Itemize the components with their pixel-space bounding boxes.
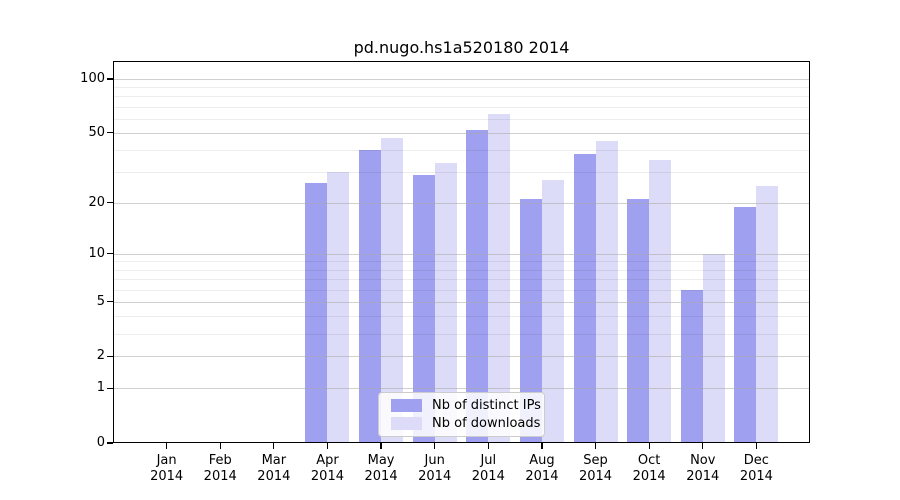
- x-tick-label: Apr 2014: [310, 453, 344, 484]
- x-tick-label: Sep 2014: [578, 453, 613, 484]
- x-tick-label: Nov 2014: [686, 453, 720, 484]
- y-tick-mark: [107, 253, 113, 255]
- x-tick-mark: [326, 443, 329, 449]
- gridline-major: [114, 356, 809, 358]
- y-tick-label: 2: [96, 348, 105, 364]
- x-tick-mark: [219, 443, 221, 449]
- y-tick-mark: [107, 202, 113, 204]
- bar-downloads-apr: [327, 172, 350, 443]
- y-tick-label: 10: [88, 245, 105, 261]
- y-tick-mark: [107, 442, 113, 444]
- gridline-major: [114, 253, 809, 255]
- legend-item-downloads: Nb of downloads: [379, 416, 544, 431]
- gridline-minor: [114, 96, 809, 98]
- chart-title: pd.nugo.hs1a520180 2014: [353, 38, 570, 57]
- y-tick-mark: [107, 301, 113, 303]
- y-tick-mark: [107, 132, 113, 134]
- x-tick-mark: [702, 443, 704, 449]
- legend-label-downloads: Nb of downloads: [432, 416, 541, 431]
- gridline-minor: [114, 172, 809, 174]
- x-tick-mark: [648, 443, 650, 449]
- x-tick-mark: [487, 443, 489, 449]
- x-tick-label: Jul 2014: [471, 453, 505, 484]
- x-tick-label: Oct 2014: [632, 453, 666, 484]
- gridline-minor: [114, 87, 809, 89]
- gridline-minor: [114, 150, 809, 152]
- gridline-minor: [114, 289, 809, 291]
- gridline-minor: [114, 333, 809, 335]
- legend: Nb of distinct IPs Nb of downloads: [378, 392, 545, 437]
- y-tick-mark: [107, 387, 113, 389]
- x-tick-mark: [273, 443, 275, 449]
- y-tick-mark: [107, 355, 113, 357]
- bar-distinct-ips-jun: [412, 174, 435, 443]
- legend-item-distinct-ips: Nb of distinct IPs: [379, 398, 544, 413]
- gridline-major: [114, 202, 809, 204]
- gridline-major: [114, 132, 809, 134]
- legend-swatch-distinct-ips: [391, 399, 422, 412]
- x-tick-mark: [166, 443, 168, 449]
- bar-distinct-ips-nov: [680, 289, 703, 443]
- bar-distinct-ips-sep: [573, 154, 596, 443]
- y-tick-label: 0: [96, 435, 105, 450]
- y-tick-label: 50: [88, 124, 105, 140]
- gridline-major: [114, 388, 809, 390]
- legend-label-distinct-ips: Nb of distinct IPs: [432, 398, 541, 413]
- x-tick-mark: [755, 443, 757, 449]
- x-tick-mark: [380, 443, 382, 449]
- x-tick-label: May 2014: [364, 453, 398, 484]
- bar-downloads-dec: [756, 186, 779, 443]
- gridline-major: [114, 301, 809, 303]
- bar-distinct-ips-jul: [466, 129, 489, 443]
- bar-downloads-jul: [488, 113, 511, 443]
- bar-downloads-oct: [649, 160, 672, 443]
- bar-downloads-jun: [434, 162, 457, 443]
- x-tick-mark: [594, 443, 597, 449]
- bar-distinct-ips-apr: [305, 183, 328, 443]
- x-tick-label: Jan 2014: [150, 453, 184, 484]
- bar-distinct-ips-aug: [519, 199, 542, 443]
- legend-swatch-downloads: [391, 417, 422, 430]
- x-tick-label: Mar 2014: [257, 453, 291, 484]
- x-tick-mark: [434, 443, 436, 449]
- gridline-major: [114, 79, 809, 80]
- y-tick-label: 20: [88, 194, 105, 210]
- x-tick-label: Dec 2014: [739, 453, 773, 484]
- x-tick-label: Feb 2014: [203, 453, 237, 484]
- x-tick-label: Aug 2014: [525, 453, 559, 484]
- y-tick-label: 1: [96, 380, 105, 396]
- bar-downloads-may: [381, 137, 404, 443]
- gridline-minor: [114, 269, 809, 271]
- bar-distinct-ips-dec: [734, 206, 757, 443]
- gridline-minor: [114, 118, 809, 120]
- bar-distinct-ips-may: [359, 150, 382, 443]
- bar-distinct-ips-oct: [627, 199, 650, 443]
- gridline-minor: [114, 106, 809, 108]
- gridline-minor: [114, 261, 809, 263]
- y-tick-label: 5: [96, 293, 105, 309]
- x-tick-label: Jun 2014: [418, 453, 452, 484]
- gridline-minor: [114, 316, 809, 318]
- y-tick-mark: [107, 78, 113, 80]
- y-tick-label: 100: [80, 71, 105, 86]
- bar-downloads-sep: [595, 141, 618, 443]
- bar-downloads-aug: [541, 180, 564, 443]
- x-tick-mark: [541, 443, 543, 449]
- gridline-minor: [114, 278, 809, 280]
- bar-downloads-nov: [702, 253, 725, 443]
